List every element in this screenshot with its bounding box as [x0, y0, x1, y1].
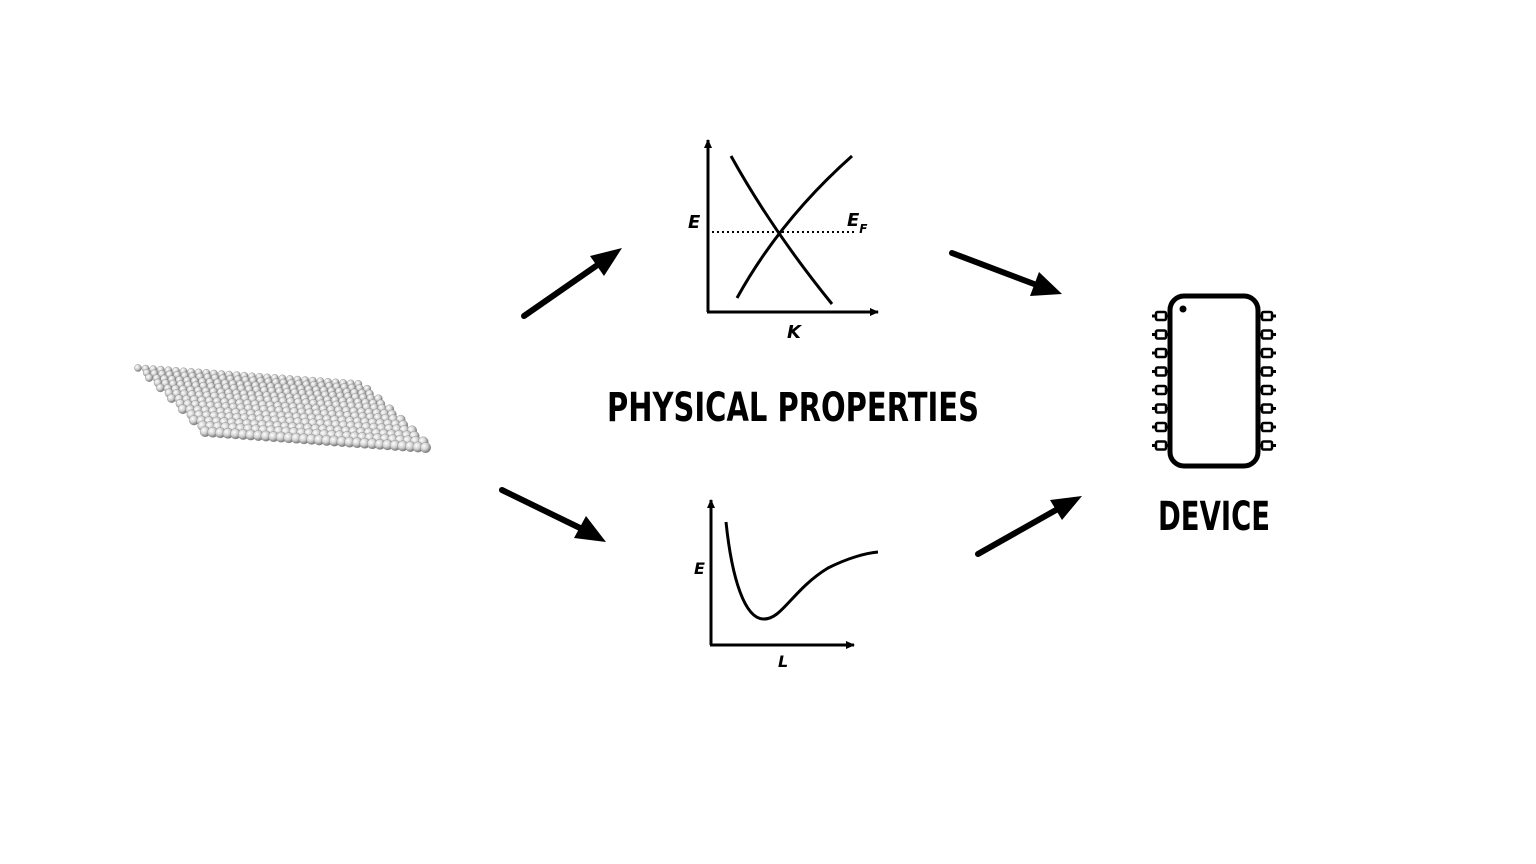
lattice-atom: [156, 383, 165, 393]
lattice-atom: [134, 364, 142, 372]
chip-pin-pad-left: [1154, 347, 1168, 359]
device-label: DEVICE: [1158, 494, 1270, 540]
energy-plot-x-label: L: [778, 652, 788, 671]
chip-pin-pad-right: [1260, 384, 1274, 396]
chip-pin-pad-right: [1260, 421, 1274, 433]
arrow-band-plot-to-device: [949, 250, 1062, 296]
lattice-atom: [420, 442, 431, 453]
chip-pin-pad-left: [1154, 329, 1168, 340]
band-curve-ascending: [735, 154, 853, 299]
energy-plot-y-label: E: [694, 559, 705, 578]
physical-properties-label: PHYSICAL PROPERTIES: [607, 385, 979, 431]
chip-pin-pad-right: [1260, 403, 1274, 414]
band-plot-x-label: K: [787, 322, 803, 343]
arrow-sheet-to-band-plot: [521, 248, 622, 319]
fermi-level-label: EF: [847, 210, 868, 236]
energy-curve-plot: E L: [694, 499, 879, 671]
band-plot-y-label: E: [688, 212, 701, 233]
lattice-atom: [145, 373, 154, 382]
chip-pin-pad-left: [1154, 403, 1168, 414]
fermi-level-label-main: E: [847, 210, 860, 231]
chip-pin1-dot: [1179, 305, 1187, 313]
chip-pin-pad-left: [1154, 440, 1168, 451]
potential-energy-curve: [724, 521, 879, 621]
chip-pin-pad-right: [1260, 347, 1274, 359]
arrow-energy-plot-to-device: [975, 496, 1082, 557]
band-curve-descending: [729, 155, 834, 305]
chip-pin-pad-right: [1260, 440, 1274, 451]
chip-pin-pad-left: [1154, 366, 1168, 377]
chip-pin-pad-left: [1154, 384, 1168, 396]
chip-pin-pad-right: [1260, 366, 1274, 377]
arrow-sheet-to-energy-plot: [499, 487, 606, 542]
integrated-circuit-icon: [1152, 293, 1276, 469]
fermi-level-label-subscript: F: [859, 222, 868, 236]
chip-pin-pad-right: [1260, 329, 1274, 340]
chip-pin-pad-left: [1154, 310, 1168, 322]
atomic-sheet-icon: [134, 364, 431, 453]
chip-pin-pad-right: [1260, 310, 1274, 322]
band-structure-plot: E K EF: [688, 139, 879, 343]
chip-pin-pad-left: [1154, 421, 1168, 433]
